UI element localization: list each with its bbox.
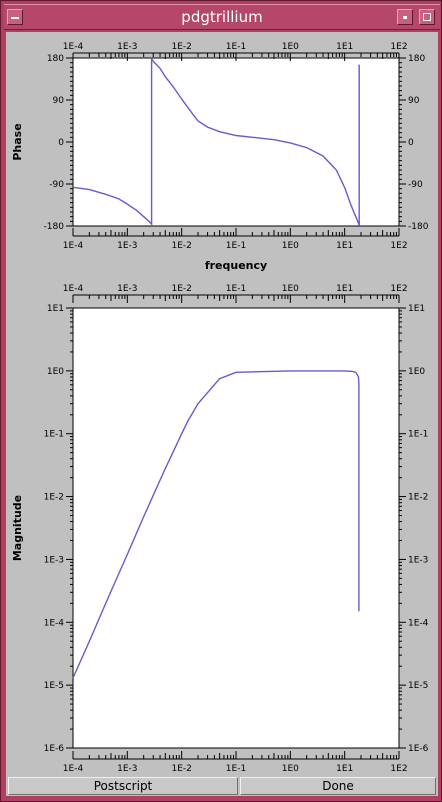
magnitude-axes: 1E-4 1E-4 1E-3 1E-3 1E-2 1E-2 1E-1 1E-1 1E0 1E0 1E… (44, 284, 429, 774)
y-tick-label: -90 (408, 180, 423, 190)
y-tick-label: 1E-5 (408, 681, 428, 691)
x-tick-label: 1E1 (336, 42, 353, 52)
y-tick-label: 1E-2 (44, 493, 64, 503)
x-tick-label: 1E-1 (226, 284, 246, 294)
y-tick-label: 180 (408, 54, 425, 64)
y-tick-label: 0 (408, 138, 414, 148)
y-tick-label: 1E-2 (408, 493, 428, 503)
y-tick-label: 1E1 (408, 304, 425, 314)
magnitude-plot: 1E-4 1E-4 1E-3 1E-3 1E-2 1E-2 1E-1 1E-1 1E0 1E0 1E… (11, 284, 429, 774)
x-tick-label: 1E-4 (63, 241, 84, 251)
minimize-icon (403, 16, 407, 19)
y-tick-label: 1E0 (408, 367, 425, 377)
x-tick-label: 1E2 (390, 42, 407, 52)
x-tick-label: 1E-4 (63, 764, 84, 774)
phase-plot-area (72, 57, 400, 227)
x-tick-label: 1E1 (336, 241, 353, 251)
x-tick-label: 1E-4 (63, 42, 84, 52)
x-tick-label: 1E-2 (171, 42, 191, 52)
y-tick-label: 1E1 (47, 304, 64, 314)
magnitude-axis-label: Magnitude (11, 495, 24, 561)
x-tick-label: 1E-4 (63, 284, 84, 294)
y-tick-label: 180 (47, 54, 64, 64)
x-tick-label: 1E-1 (226, 241, 246, 251)
x-tick-label: 1E0 (282, 284, 299, 294)
y-tick-label: 90 (53, 96, 65, 106)
x-tick-label: 1E1 (336, 764, 353, 774)
y-tick-label: 1E-5 (44, 681, 64, 691)
y-tick-label: -180 (408, 222, 429, 232)
phase-plot: 1E-4 1E-4 1E-3 1E-3 1E-2 1E-2 1E-1 1E-1 1E0 1E0 1E… (6, 32, 438, 276)
x-tick-label: 1E1 (336, 284, 353, 294)
x-tick-label: 1E-1 (226, 764, 246, 774)
y-tick-label: 1E-6 (44, 744, 65, 754)
client-area: 1E-4 1E-4 1E-3 1E-3 1E-2 1E-2 1E-1 1E-1 1E0 1E0 1E… (6, 32, 438, 796)
x-tick-label: 1E-2 (171, 764, 191, 774)
phase-series-line (72, 56, 360, 226)
plots-canvas: 1E-4 1E-4 1E-3 1E-3 1E-2 1E-2 1E-1 1E-1 1E0 1E0 1E… (6, 32, 438, 774)
maximize-button[interactable] (419, 9, 435, 25)
magnitude-plot-area (72, 307, 400, 749)
y-tick-label: 1E-6 (408, 744, 429, 754)
y-tick-label: -180 (44, 222, 65, 232)
menu-icon (11, 17, 19, 19)
window-menu-button[interactable] (7, 9, 23, 25)
y-tick-label: 0 (58, 138, 64, 148)
done-button[interactable]: Done (240, 777, 436, 795)
minimize-button[interactable] (397, 9, 413, 25)
postscript-button[interactable]: Postscript (8, 777, 238, 795)
maximize-icon (423, 13, 431, 21)
y-tick-label: -90 (49, 180, 64, 190)
x-tick-label: 1E-3 (117, 42, 137, 52)
y-tick-label: 1E-3 (44, 555, 64, 565)
y-tick-label: 1E-4 (408, 618, 429, 628)
x-tick-label: 1E-2 (171, 284, 191, 294)
x-tick-label: 1E0 (282, 241, 299, 251)
x-tick-label: 1E-3 (117, 284, 137, 294)
y-tick-label: 1E-1 (44, 430, 64, 440)
y-tick-label: 1E-4 (44, 618, 65, 628)
frequency-axis-label: frequency (205, 259, 267, 272)
phase-axes: 1E-4 1E-4 1E-3 1E-3 1E-2 1E-2 1E-1 1E-1 1E0 1E0 1E… (44, 42, 429, 251)
x-tick-label: 1E-3 (117, 764, 137, 774)
x-tick-label: 1E2 (390, 764, 407, 774)
phase-axis-label: Phase (11, 123, 24, 160)
x-tick-label: 1E-2 (171, 241, 191, 251)
y-tick-label: 1E0 (47, 367, 64, 377)
x-tick-label: 1E-1 (226, 42, 246, 52)
y-tick-label: 90 (408, 96, 420, 106)
x-tick-label: 1E0 (282, 42, 299, 52)
x-tick-label: 1E-3 (117, 241, 137, 251)
title-bar[interactable]: pdgtrillium (4, 4, 440, 30)
window-title: pdgtrillium (181, 8, 263, 26)
x-tick-label: 1E2 (390, 241, 407, 251)
x-tick-label: 1E2 (390, 284, 407, 294)
y-tick-label: 1E-3 (408, 555, 428, 565)
x-tick-label: 1E0 (282, 764, 299, 774)
magnitude-series-line (72, 370, 360, 679)
y-tick-label: 1E-1 (408, 430, 428, 440)
